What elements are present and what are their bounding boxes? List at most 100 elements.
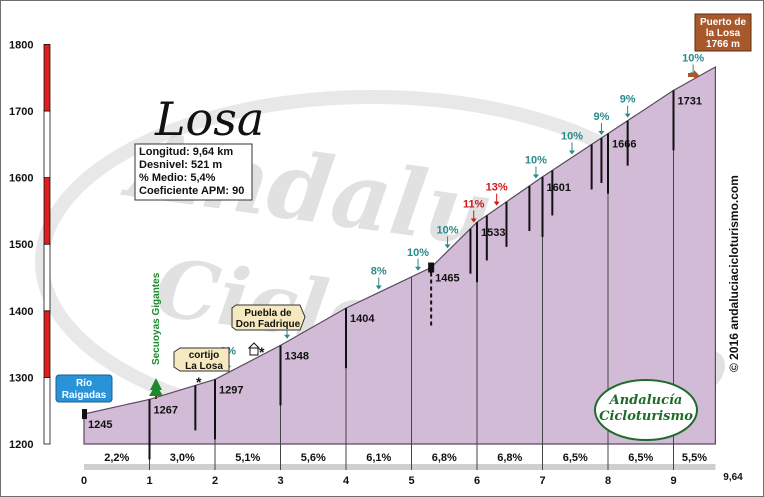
x-tick-label: 4 [343,475,350,487]
local-gradient-arrowhead [415,266,422,271]
gradient-strip [84,464,716,470]
local-gradient-label: 10% [525,154,547,166]
y-tick-label: 1700 [9,106,33,118]
elevation-label: 1601 [547,182,571,194]
y-tick-label: 1800 [9,39,33,51]
x-tick-label: 9 [670,475,676,487]
annotations: Losa Longitud: 9,64 km Desnivel: 521 m %… [55,13,752,483]
segment-gradient-label: 6,5% [563,452,588,464]
segment-gradient-label: 2,2% [104,452,129,464]
elevation-label: 1731 [678,95,702,107]
y-tick-label: 1400 [9,306,33,318]
cortijo-line2: La Losa [185,361,223,372]
chart-title: Losa [154,92,264,146]
info-apm-coefficient: Coeficiente APM: 90 [139,185,244,197]
x-tick-label: 7 [539,475,545,487]
summit-arrow-icon [688,70,699,80]
segment-gradient-label: 6,5% [628,452,653,464]
church-icon [249,347,259,356]
elevation-label: 1465 [435,273,459,285]
plot-area: 2,2% 3,0% 5,1% 5,6% 6,1% 6,8% 6,8% 6,5% 6,5% 5,5%… [82,52,716,470]
star-icon: * [259,344,265,360]
x-tick-label: 2 [212,475,218,487]
summit-line2: la Losa [706,28,741,39]
y-tick-label: 1500 [9,239,33,251]
viewpoint-star-icon: * [196,374,202,390]
summit-line3: 1766 m [706,39,740,50]
puebla-box: Puebla de Don Fadrique * [231,304,306,360]
elevation-marker [428,262,435,273]
y-axis-band [43,110,51,178]
info-length: Longitud: 9,64 km [139,146,233,158]
x-tick-label: 3 [277,475,283,487]
elevation-label: 1666 [612,139,636,151]
segment-gradient-label: 3,0% [170,452,195,464]
y-axis-band [43,310,51,378]
info-average-grade: % Medio: 5,4% [139,172,216,184]
info-box: Longitud: 9,64 km Desnivel: 521 m % Medi… [134,143,253,201]
elevation-label: 1267 [154,404,178,416]
y-axis-band [43,44,51,112]
y-axis-band [43,376,51,445]
segment-gradient-label: 6,8% [497,452,522,464]
local-gradient-arrowhead [284,334,291,339]
x-tick-label: 1 [146,475,152,487]
start-place-line1: Río [76,378,92,389]
x-axis: 0 1 2 3 4 5 6 7 8 9 [81,475,677,487]
segment-gradient-label: 6,1% [366,452,391,464]
elevation-label: 1348 [285,350,309,362]
logo-line2: Cicloturismo [599,409,693,424]
local-gradient-arrowhead [598,130,605,135]
local-gradient-arrowhead [493,201,500,206]
x-tick-label: 8 [605,475,611,487]
x-end-label: 9,64 [723,472,743,483]
logo-line1: Andalucía [608,393,683,408]
local-gradient-label: 10% [682,52,704,64]
copyright-text: © 2016 andaluciacicloturismo.com [727,175,741,372]
y-axis-band [43,243,51,312]
y-axis-band [43,177,51,245]
segment-gradient-label: 5,5% [682,452,707,464]
profile-area [83,65,716,445]
puebla-line2: Don Fadrique [236,319,301,330]
cortijo-line1: cortijo [189,350,220,361]
elevation-label: 1404 [350,313,375,325]
local-gradient-label: 10% [561,130,583,142]
info-gain: Desnivel: 521 m [139,159,222,171]
sequoias-marker: Secuoyas Gigantes [149,272,163,399]
y-tick-label: 1600 [9,173,33,185]
cortijo-box: cortijo La Losa * [173,347,230,390]
logo: Andalucía Cicloturismo [594,379,698,441]
local-gradient-label: 10% [437,224,459,236]
x-tick-label: 6 [474,475,480,487]
start-marker [82,409,87,420]
summit-box: Puerto de la Losa 1766 m [688,13,752,80]
local-gradient-label: 9% [593,111,609,123]
local-gradient-arrowhead [470,218,477,223]
local-gradient-arrowhead [444,244,451,249]
segment-gradient-label: 5,6% [301,452,326,464]
elevation-label: 1533 [481,227,505,239]
elevation-label: 1245 [88,419,112,431]
start-place-line2: Raigadas [62,390,107,401]
puebla-line1: Puebla de [244,308,292,319]
local-gradient-arrowhead [624,113,631,118]
segment-gradient-label: 6,8% [432,452,457,464]
y-tick-label: 1300 [9,372,33,384]
local-gradient-label: 13% [486,182,508,194]
local-gradient-label: 11% [463,198,485,210]
local-gradient-arrowhead [568,150,575,155]
summit-line1: Puerto de [700,17,747,28]
y-tick-label: 1200 [9,439,33,451]
local-gradient-label: 9% [620,94,636,106]
x-tick-label: 5 [408,475,414,487]
y-axis: 1200 1300 1400 1500 1600 1700 1800 [9,39,51,451]
local-gradient-arrowhead [532,174,539,179]
x-tick-label: 0 [81,475,87,487]
local-gradient-label: 10% [407,247,429,259]
segment-gradient-label: 5,1% [235,452,260,464]
sequoias-label: Secuoyas Gigantes [151,272,162,365]
elevation-label: 1297 [219,384,243,396]
local-gradient-arrowhead [375,285,382,290]
